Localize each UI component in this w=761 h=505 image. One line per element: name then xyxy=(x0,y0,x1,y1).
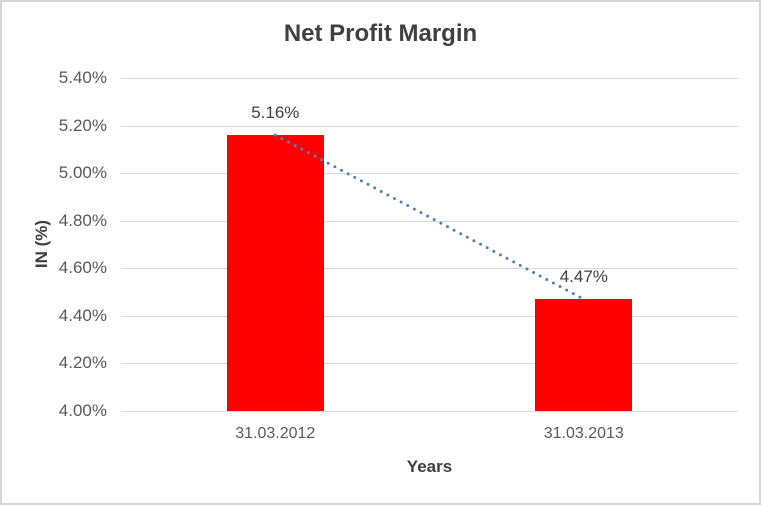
bar xyxy=(226,135,324,411)
y-axis-labels: 5.40% 5.20% 5.00% 4.80% 4.60% 4.40% 4.20% 4.00% xyxy=(2,68,107,420)
x-axis-title: Years xyxy=(406,457,453,476)
plot-area: 5.16% 4.47% 31.03.2012 31.03.2013 Years xyxy=(121,78,738,476)
y-tick-label: 4.80% xyxy=(58,210,107,230)
x-tick-label: 31.03.2013 xyxy=(543,425,624,442)
y-tick-label: 5.40% xyxy=(58,68,107,87)
gridline xyxy=(121,173,738,175)
gridline xyxy=(121,315,738,317)
y-tick-label: 4.60% xyxy=(58,258,107,278)
gridline xyxy=(121,268,738,270)
bar-data-label: 5.16% xyxy=(251,103,300,123)
y-tick-label: 4.20% xyxy=(58,353,107,373)
x-tick-label: 31.03.2012 xyxy=(235,425,316,442)
trendline xyxy=(273,133,586,301)
gridline xyxy=(121,125,738,127)
gridline xyxy=(121,363,738,365)
gridline xyxy=(121,220,738,222)
bar xyxy=(535,299,633,411)
y-tick-label: 4.40% xyxy=(58,305,107,325)
y-tick-label: 5.00% xyxy=(58,163,107,183)
bar-data-label: 4.47% xyxy=(559,267,608,287)
y-tick-label: 4.00% xyxy=(58,401,107,420)
y-tick-label: 5.20% xyxy=(58,115,107,135)
gridline xyxy=(121,411,738,412)
chart-title: Net Profit Margin xyxy=(283,20,478,47)
gridline xyxy=(121,78,738,79)
